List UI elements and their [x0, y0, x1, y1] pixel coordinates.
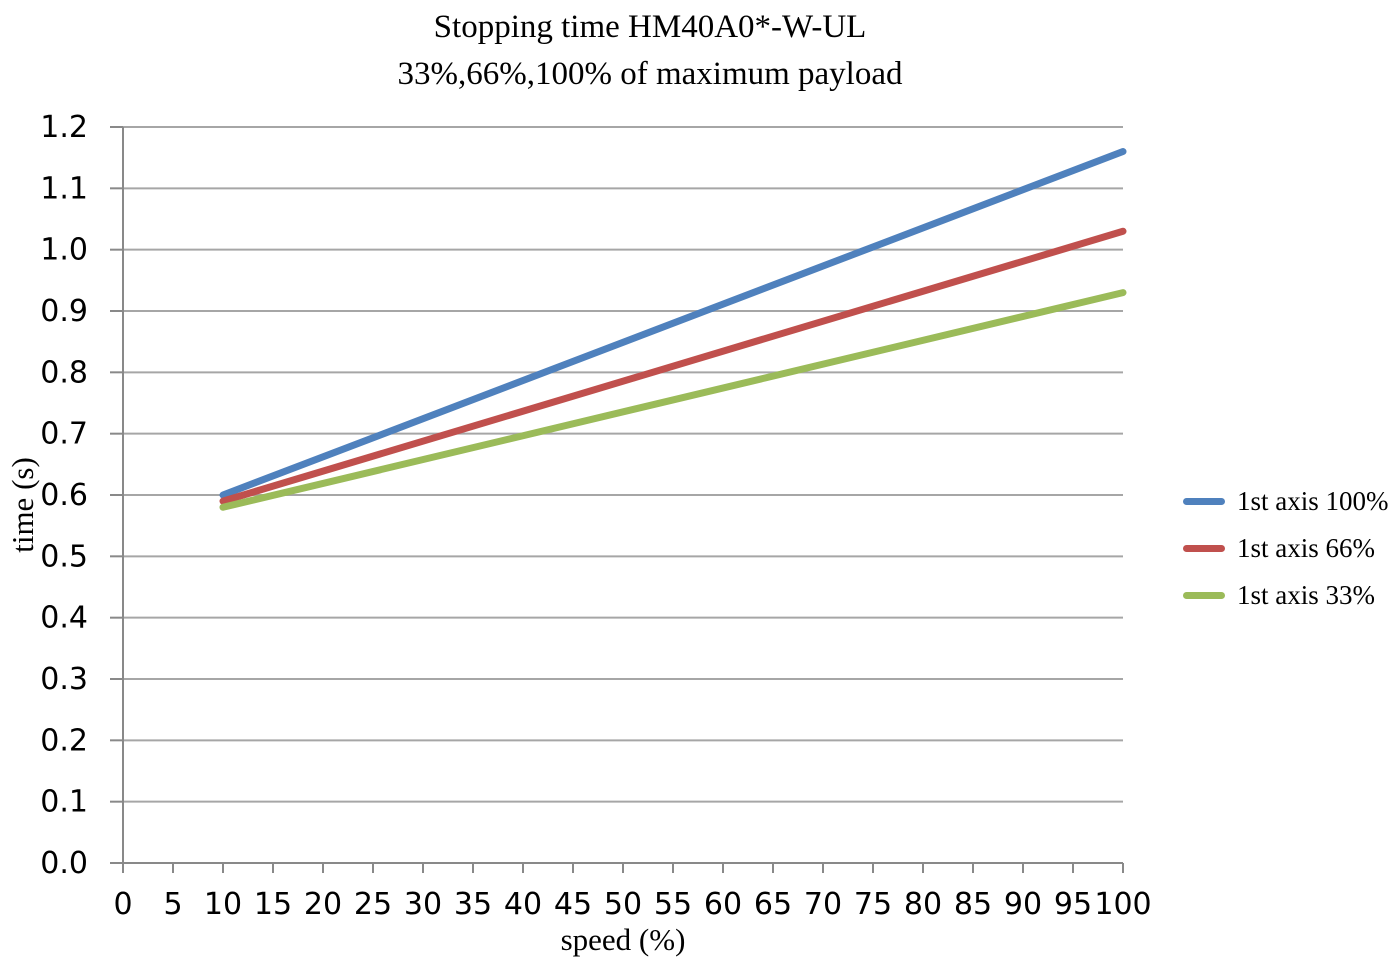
- legend-item: 1st axis 66%: [1183, 532, 1389, 563]
- series-line-2: [219, 289, 1127, 511]
- legend-swatch-blue-line-icon: [1183, 497, 1225, 505]
- x-tick-label: 35: [454, 887, 492, 922]
- x-tick-label: 45: [554, 887, 592, 922]
- y-tick-label: 1.2: [40, 110, 88, 145]
- legend-label: 1st axis 100%: [1237, 485, 1389, 516]
- x-tick-label: 55: [654, 887, 692, 922]
- x-tick-label: 60: [704, 887, 742, 922]
- legend-label: 1st axis 66%: [1237, 532, 1375, 563]
- x-tick-label: 40: [504, 887, 542, 922]
- title-block: Stopping time HM40A0*-W-UL 33%,66%,100% …: [0, 4, 1300, 98]
- legend-swatch-green-line-icon: [1183, 591, 1225, 599]
- y-tick-label: 1.0: [40, 233, 88, 268]
- legend-label: 1st axis 33%: [1237, 579, 1375, 610]
- y-tick-label: 0.0: [40, 846, 88, 881]
- chart-title: Stopping time HM40A0*-W-UL: [433, 9, 867, 45]
- y-tick-label: 0.7: [40, 417, 88, 452]
- y-tick-label: 0.9: [40, 294, 88, 329]
- legend-swatch-red-line-icon: [1183, 544, 1225, 552]
- x-tick-label: 90: [1004, 887, 1042, 922]
- y-tick-label: 0.4: [40, 601, 88, 636]
- x-tick-label: 75: [854, 887, 892, 922]
- x-tick-label: 15: [254, 887, 292, 922]
- x-tick-label: 50: [604, 887, 642, 922]
- x-tick-label: 30: [404, 887, 442, 922]
- y-tick-label: 0.6: [40, 478, 88, 513]
- legend: 1st axis 100% 1st axis 66% 1st axis 33%: [1183, 485, 1389, 628]
- x-tick-label: 100: [1094, 887, 1151, 922]
- legend-item: 1st axis 33%: [1183, 579, 1389, 610]
- x-axis-title: speed (%): [560, 922, 686, 957]
- y-tick-label: 0.3: [40, 662, 88, 697]
- x-tick-label: 70: [804, 887, 842, 922]
- x-tick-label: 80: [904, 887, 942, 922]
- y-tick-label: 0.8: [40, 355, 88, 390]
- x-tick-label: 65: [754, 887, 792, 922]
- x-tick-label: 0: [113, 887, 132, 922]
- legend-item: 1st axis 100%: [1183, 485, 1389, 516]
- series-line-0: [219, 148, 1127, 499]
- x-tick-label: 20: [304, 887, 342, 922]
- y-tick-label: 0.1: [40, 785, 88, 820]
- y-tick-label: 0.5: [40, 539, 88, 574]
- y-axis-title: time (s): [5, 457, 40, 553]
- x-tick-label: 10: [204, 887, 242, 922]
- series-line-1: [219, 227, 1127, 505]
- x-tick-label: 25: [354, 887, 392, 922]
- y-tick-label: 0.2: [40, 723, 88, 758]
- x-tick-label: 5: [163, 887, 182, 922]
- chart-subtitle: 33%,66%,100% of maximum payload: [397, 56, 903, 92]
- y-tick-label: 1.1: [40, 171, 88, 206]
- x-tick-label: 85: [954, 887, 992, 922]
- x-tick-label: 95: [1054, 887, 1092, 922]
